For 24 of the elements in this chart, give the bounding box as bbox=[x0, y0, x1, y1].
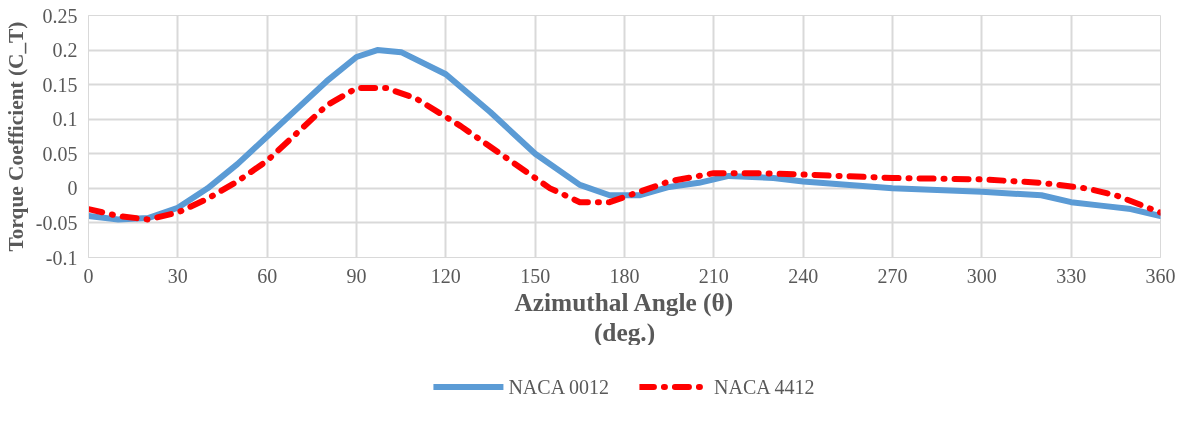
y-tick-label: -0.05 bbox=[35, 211, 78, 234]
legend-label: NACA 0012 bbox=[508, 375, 609, 398]
x-tick-label: 270 bbox=[877, 264, 908, 287]
legend-label: NACA 4412 bbox=[714, 375, 815, 398]
x-tick-label: 150 bbox=[520, 264, 551, 287]
x-tick-label: 300 bbox=[966, 264, 997, 287]
y-tick-label: 0.1 bbox=[52, 108, 78, 131]
y-tick-label: 0 bbox=[67, 177, 78, 200]
y-tick-label: 0.05 bbox=[42, 142, 78, 165]
x-tick-label: 210 bbox=[698, 264, 729, 287]
x-tick-label: 0 bbox=[83, 264, 94, 287]
x-tick-label: 330 bbox=[1056, 264, 1087, 287]
x-tick-label: 180 bbox=[609, 264, 640, 287]
x-tick-label: 120 bbox=[430, 264, 461, 287]
y-tick-label: 0.25 bbox=[42, 4, 78, 27]
x-tick-label: 90 bbox=[346, 264, 367, 287]
y-tick-label: 0.2 bbox=[52, 39, 78, 62]
x-tick-label: 30 bbox=[167, 264, 188, 287]
x-tick-label: 60 bbox=[257, 264, 278, 287]
y-tick-label: 0.15 bbox=[42, 73, 78, 96]
y-axis-title: Torque Coefficient (C_T) bbox=[3, 21, 28, 252]
x-tick-label: 240 bbox=[788, 264, 819, 287]
x-tick-label: 360 bbox=[1145, 264, 1176, 287]
y-tick-label: -0.1 bbox=[45, 246, 78, 269]
